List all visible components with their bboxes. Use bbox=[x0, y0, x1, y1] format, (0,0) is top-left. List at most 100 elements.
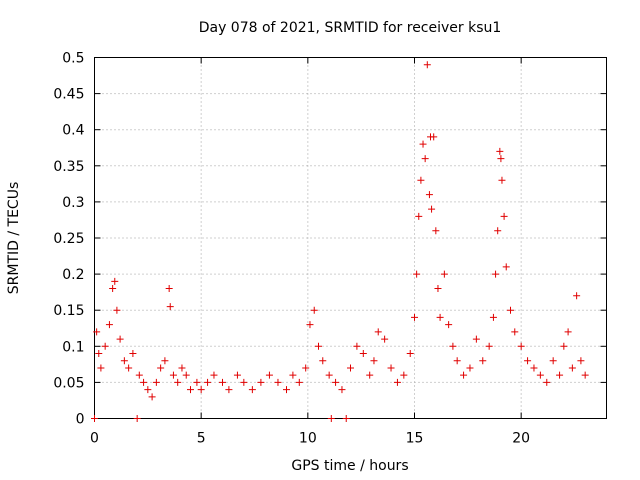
data-point bbox=[423, 61, 431, 69]
data-point bbox=[472, 335, 480, 343]
data-point bbox=[511, 328, 519, 336]
data-point bbox=[315, 342, 322, 350]
x-tick-label: 5 bbox=[197, 431, 206, 447]
data-point bbox=[289, 371, 297, 379]
data-point bbox=[387, 364, 395, 372]
data-point bbox=[347, 364, 354, 372]
y-tick-label: 0.2 bbox=[62, 267, 84, 283]
data-point bbox=[187, 386, 194, 394]
data-point bbox=[560, 342, 568, 350]
data-point bbox=[543, 378, 551, 386]
data-point bbox=[182, 371, 190, 379]
x-tick-label: 0 bbox=[90, 431, 99, 447]
data-point bbox=[440, 270, 448, 278]
data-point bbox=[116, 335, 124, 343]
data-point bbox=[295, 378, 303, 386]
data-point bbox=[135, 371, 143, 379]
data-point bbox=[148, 393, 156, 401]
data-point bbox=[120, 357, 128, 365]
data-point bbox=[415, 212, 423, 220]
data-point bbox=[225, 386, 233, 394]
y-tick-label: 0.05 bbox=[53, 375, 84, 391]
data-point bbox=[101, 342, 109, 350]
y-tick-label: 0.45 bbox=[53, 87, 84, 103]
data-points bbox=[91, 61, 589, 422]
chart-title: Day 078 of 2021, SRMTID for receiver ksu… bbox=[199, 20, 502, 36]
data-point bbox=[233, 371, 241, 379]
y-axis-label: SRMTID / TECUs bbox=[6, 182, 22, 295]
data-point bbox=[381, 335, 389, 343]
data-point bbox=[338, 386, 346, 394]
data-point bbox=[568, 364, 576, 372]
data-point bbox=[327, 415, 335, 422]
y-tick-label: 0.1 bbox=[62, 339, 84, 355]
data-point bbox=[133, 415, 141, 422]
data-point bbox=[105, 321, 113, 329]
data-point bbox=[204, 378, 212, 386]
y-tick-label: 0 bbox=[76, 412, 85, 428]
data-point bbox=[497, 155, 505, 163]
data-point bbox=[460, 371, 468, 379]
data-point bbox=[564, 328, 572, 336]
x-tick-label: 20 bbox=[512, 431, 530, 447]
data-point bbox=[492, 270, 500, 278]
data-point bbox=[248, 386, 256, 394]
data-point bbox=[494, 227, 502, 235]
data-point bbox=[91, 415, 98, 422]
y-tick-label: 0.3 bbox=[62, 195, 84, 211]
data-point bbox=[485, 342, 493, 350]
data-point bbox=[370, 357, 378, 365]
data-point bbox=[129, 350, 137, 358]
data-point bbox=[125, 364, 133, 372]
data-point bbox=[449, 342, 457, 350]
data-point bbox=[500, 212, 508, 220]
y-tick-label: 0.15 bbox=[53, 303, 84, 319]
data-point bbox=[400, 371, 408, 379]
y-tick-label: 0.35 bbox=[53, 159, 84, 175]
data-point bbox=[306, 321, 314, 329]
data-point bbox=[240, 378, 248, 386]
data-point bbox=[174, 378, 182, 386]
data-point bbox=[274, 378, 282, 386]
data-point bbox=[436, 313, 444, 321]
data-point bbox=[434, 285, 442, 293]
data-point bbox=[530, 364, 538, 372]
data-point bbox=[417, 176, 425, 184]
data-point bbox=[556, 371, 564, 379]
data-point bbox=[421, 155, 429, 163]
data-point bbox=[97, 364, 105, 372]
data-point bbox=[140, 378, 148, 386]
data-point bbox=[257, 378, 265, 386]
data-point bbox=[178, 364, 186, 372]
data-point bbox=[113, 306, 121, 314]
data-point bbox=[332, 378, 340, 386]
x-tick-label: 10 bbox=[299, 431, 317, 447]
data-point bbox=[466, 364, 474, 372]
data-point bbox=[359, 350, 367, 358]
data-point bbox=[549, 357, 557, 365]
data-point bbox=[310, 306, 318, 314]
data-point bbox=[411, 313, 418, 321]
data-point bbox=[95, 350, 103, 358]
y-tick-label: 0.5 bbox=[62, 51, 84, 67]
data-point bbox=[573, 292, 581, 300]
data-point bbox=[319, 357, 327, 365]
tick-layer: 0 0.05 0.1 0.15 0.2 0.25 0.3 0.35 0.4 0.45 0.5 0 5 10… bbox=[53, 51, 607, 447]
data-point bbox=[498, 176, 506, 184]
data-point bbox=[445, 321, 453, 329]
data-point bbox=[489, 313, 497, 321]
data-point bbox=[166, 303, 174, 311]
data-point bbox=[479, 357, 487, 365]
data-point bbox=[165, 285, 173, 293]
data-point bbox=[517, 342, 525, 350]
data-point bbox=[393, 378, 401, 386]
data-point bbox=[581, 371, 589, 379]
data-point bbox=[536, 371, 544, 379]
data-point bbox=[453, 357, 461, 365]
data-point bbox=[342, 415, 350, 422]
data-point bbox=[432, 227, 440, 235]
data-point bbox=[302, 364, 310, 372]
data-point bbox=[109, 285, 117, 293]
data-point bbox=[197, 386, 205, 394]
data-point bbox=[111, 277, 119, 285]
